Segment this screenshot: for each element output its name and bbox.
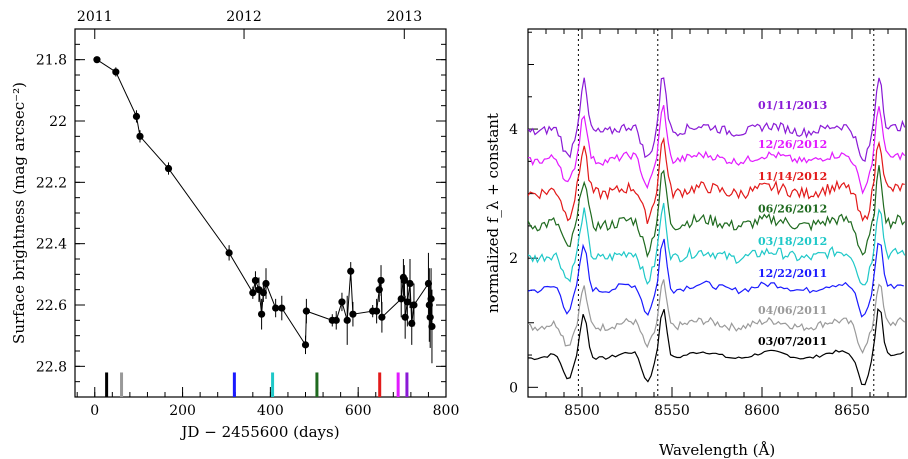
data-point — [164, 164, 173, 173]
spectrum-line — [528, 307, 905, 386]
x-tick-label: 600 — [345, 403, 372, 419]
y-tick-label: 22.2 — [36, 175, 67, 191]
y-tick-label: 22.6 — [36, 298, 67, 314]
data-point — [301, 341, 310, 349]
spectrum-line — [528, 165, 906, 259]
data-point — [257, 310, 266, 318]
y-axis-label: Surface brightness (mag arcsec⁻²) — [10, 82, 28, 344]
data-point — [427, 295, 435, 303]
data-point — [377, 276, 385, 285]
spectrum-date-label: 12/26/2012 — [758, 138, 827, 151]
y-tick-label: 2 — [509, 251, 518, 267]
x-tick-label: 400 — [257, 403, 284, 419]
y-axis-label: normalized f_λ + constant — [484, 113, 502, 313]
x-tick-label: 8500 — [564, 403, 600, 419]
year-tick-label: 2011 — [77, 9, 113, 25]
data-point — [406, 279, 414, 288]
y-tick-label: 22 — [49, 114, 67, 130]
data-point — [262, 279, 270, 288]
plot-frame-right — [527, 28, 907, 398]
spectrum-date-label: 11/14/2012 — [758, 170, 827, 183]
data-point — [378, 313, 386, 321]
x-tick-label: 8550 — [654, 403, 690, 419]
x-tick-label: 8600 — [744, 403, 780, 419]
x-axis-label: JD − 2455600 (days) — [179, 423, 339, 441]
data-point — [332, 316, 340, 324]
spectrum-date-label: 03/18/2012 — [758, 235, 827, 248]
spectrum-date-label: 04/06/2011 — [758, 304, 827, 317]
data-point — [403, 298, 411, 306]
spectrum-date-label: 12/22/2011 — [758, 267, 827, 280]
spectrum-line — [528, 238, 904, 318]
data-point — [259, 289, 267, 297]
data-point — [136, 132, 144, 140]
data-point — [410, 301, 418, 309]
data-point — [347, 267, 355, 275]
data-point — [278, 304, 286, 312]
data-point — [251, 276, 260, 285]
data-point — [373, 307, 381, 315]
spectrum-line — [528, 136, 905, 224]
data-point — [426, 313, 434, 321]
data-point — [428, 322, 436, 331]
data-point — [338, 298, 346, 306]
x-axis-label: Wavelength (Å) — [659, 441, 775, 459]
data-point — [397, 295, 405, 303]
y-tick-label: 22.8 — [36, 359, 67, 375]
spectrum-date-label: 06/26/2012 — [758, 202, 827, 215]
data-point — [225, 249, 233, 257]
data-point — [93, 56, 101, 64]
x-tick-label: 0 — [90, 403, 99, 419]
spectrum-line — [528, 105, 906, 195]
year-tick-label: 2012 — [226, 9, 262, 25]
y-tick-label: 21.8 — [36, 53, 67, 69]
data-point — [424, 279, 433, 288]
data-point — [400, 276, 408, 285]
y-tick-label: 22.4 — [36, 237, 67, 253]
spectrum-line — [528, 77, 906, 162]
y-tick-label: 0 — [509, 380, 518, 396]
spectrum-date-label: 01/11/2013 — [758, 99, 827, 112]
spectrum-line — [528, 279, 906, 354]
data-point — [349, 310, 357, 318]
year-tick-label: 2013 — [386, 9, 422, 25]
data-point — [343, 316, 351, 324]
x-tick-label: 8650 — [834, 403, 870, 419]
plot-frame-left — [74, 28, 447, 398]
light-curve-panel: 0 200 400 600 800 21.8 22 22.2 22.4 22.6 22.8 2011 2… — [10, 9, 459, 441]
spectrum-date-label: 03/07/2011 — [758, 335, 827, 348]
data-point — [272, 304, 280, 312]
x-tick-label: 200 — [169, 403, 196, 419]
data-point — [302, 307, 310, 315]
data-point — [375, 286, 383, 294]
y-tick-label: 4 — [509, 122, 518, 138]
data-point — [132, 112, 141, 120]
x-tick-label: 800 — [433, 403, 460, 419]
data-point — [112, 68, 120, 76]
spectrum-line — [528, 202, 906, 286]
spectra-panel: 8500 8550 8600 8650 0 2 4 Wavelength (Å) normali… — [484, 28, 907, 459]
data-point — [249, 289, 257, 297]
